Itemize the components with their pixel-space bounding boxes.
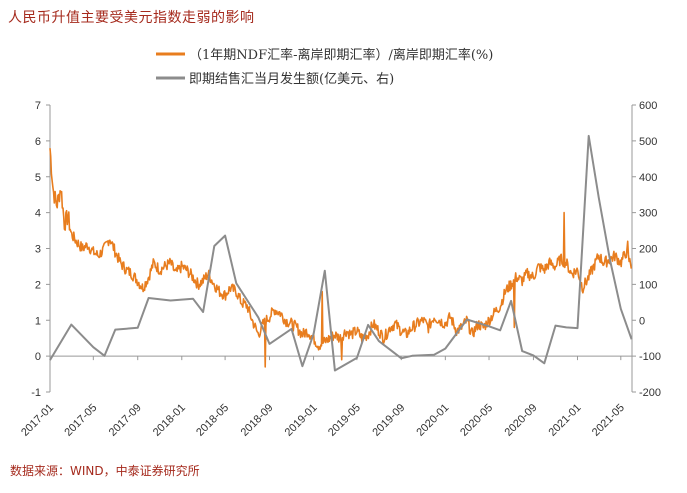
x-tick-label: 2018-01 [151, 402, 188, 439]
source-note: 数据来源：WIND，中泰证券研究所 [10, 464, 200, 478]
x-tick-label: 2017-09 [107, 402, 144, 439]
right-tick-label: 600 [639, 100, 657, 112]
x-tick-label: 2017-01 [19, 402, 56, 439]
x-tick-label: 2019-05 [326, 402, 363, 439]
chart-title: 人民币升值主要受美元指数走弱的影响 [8, 10, 255, 26]
right-tick-label: 300 [639, 208, 657, 220]
series-group [49, 134, 633, 372]
right-tick-label: 400 [639, 172, 657, 184]
left-tick-label: 2 [35, 279, 41, 291]
right-tick-label: 0 [639, 315, 645, 327]
right-tick-label: -100 [639, 351, 661, 363]
ndf-spread-line [49, 148, 633, 368]
right-tick-label: -200 [639, 387, 661, 399]
right-tick-label: 200 [639, 244, 657, 256]
x-tick-label: 2019-09 [370, 402, 407, 439]
x-tick-label: 2020-01 [414, 402, 451, 439]
x-tick-label: 2020-05 [458, 402, 495, 439]
x-tick-label: 2018-05 [194, 402, 231, 439]
left-tick-label: 5 [35, 172, 41, 184]
left-tick-label: 3 [35, 244, 41, 256]
left-tick-label: 6 [35, 136, 41, 148]
left-tick-label: -1 [31, 387, 41, 399]
x-tick-label: 2020-09 [503, 402, 540, 439]
x-tick-label: 2021-05 [590, 402, 627, 439]
fx-settlement-line [49, 134, 633, 372]
x-tick-label: 2017-05 [62, 402, 99, 439]
left-tick-label: 1 [35, 315, 41, 327]
right-tick-label: 500 [639, 136, 657, 148]
x-tick-label: 2021-01 [547, 402, 584, 439]
left-tick-label: 4 [35, 208, 41, 220]
x-tick-label: 2019-01 [283, 402, 320, 439]
axes: -1 0 1 2 3 4 5 6 7 -200 -100 0 100 200 300 400 500 600 201… [19, 100, 661, 439]
right-tick-label: 100 [639, 279, 657, 291]
left-tick-label: 7 [35, 100, 41, 112]
legend-label-ndf: （1年期NDF汇率-离岸即期汇率）/离岸即期汇率(%) [189, 47, 493, 63]
x-tick-label: 2018-09 [239, 402, 276, 439]
left-tick-label: 0 [35, 351, 41, 363]
legend: （1年期NDF汇率-离岸即期汇率）/离岸即期汇率(%) 即期结售汇当月发生额(亿美… [156, 47, 493, 87]
legend-label-settlement: 即期结售汇当月发生额(亿美元、右) [189, 71, 394, 87]
